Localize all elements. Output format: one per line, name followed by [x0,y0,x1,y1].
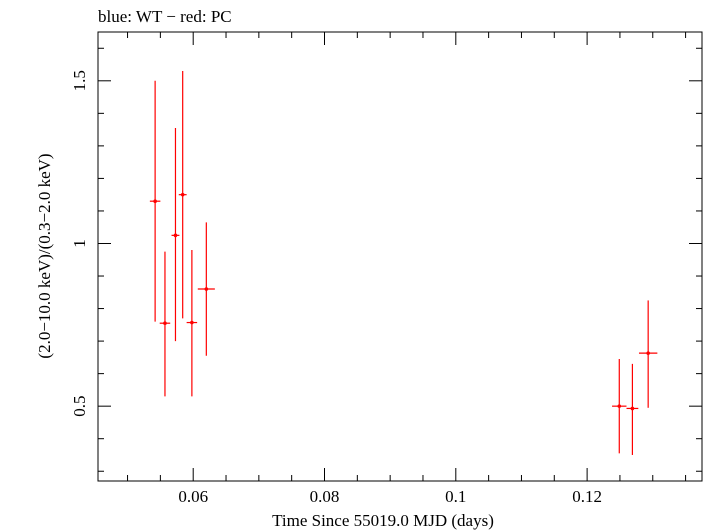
y-tick-label: 0.5 [70,396,89,417]
data-point-pc [626,363,639,455]
data-marker [630,406,635,411]
data-marker [163,321,167,325]
y-tick-label: 1 [70,239,89,248]
chart-title: blue: WT − red: PC [98,7,232,26]
tick-labels: 0.06 0.08 0.1 0.12 0.5 1 1.5 [70,70,602,506]
data-marker [646,351,650,355]
y-tick-label: 1.5 [70,70,89,91]
data-points [149,71,658,455]
x-axis-label: Time Since 55019.0 MJD (days) [272,511,494,530]
data-point-pc [197,222,215,356]
data-point-pc [149,80,161,322]
x-tick-label: 0.08 [310,487,340,506]
data-point-pc [159,251,171,397]
data-marker [180,192,185,197]
y-axis-label: (2.0−10.0 keV)/(0.3−2.0 keV) [35,153,54,358]
x-tick-label: 0.1 [445,487,466,506]
plot-frame [97,31,703,482]
data-point-pc [186,249,198,397]
x-tick-label: 0.12 [572,487,602,506]
data-point-pc [171,127,180,342]
x-tick-label: 0.06 [178,487,208,506]
data-marker [204,287,209,291]
data-marker [153,199,157,203]
data-point-pc [638,300,658,408]
data-point-pc [178,71,187,319]
data-point-pc [612,358,627,454]
data-marker [173,233,178,238]
data-marker [617,404,622,408]
data-marker [190,320,194,325]
axis-ticks [98,32,702,481]
